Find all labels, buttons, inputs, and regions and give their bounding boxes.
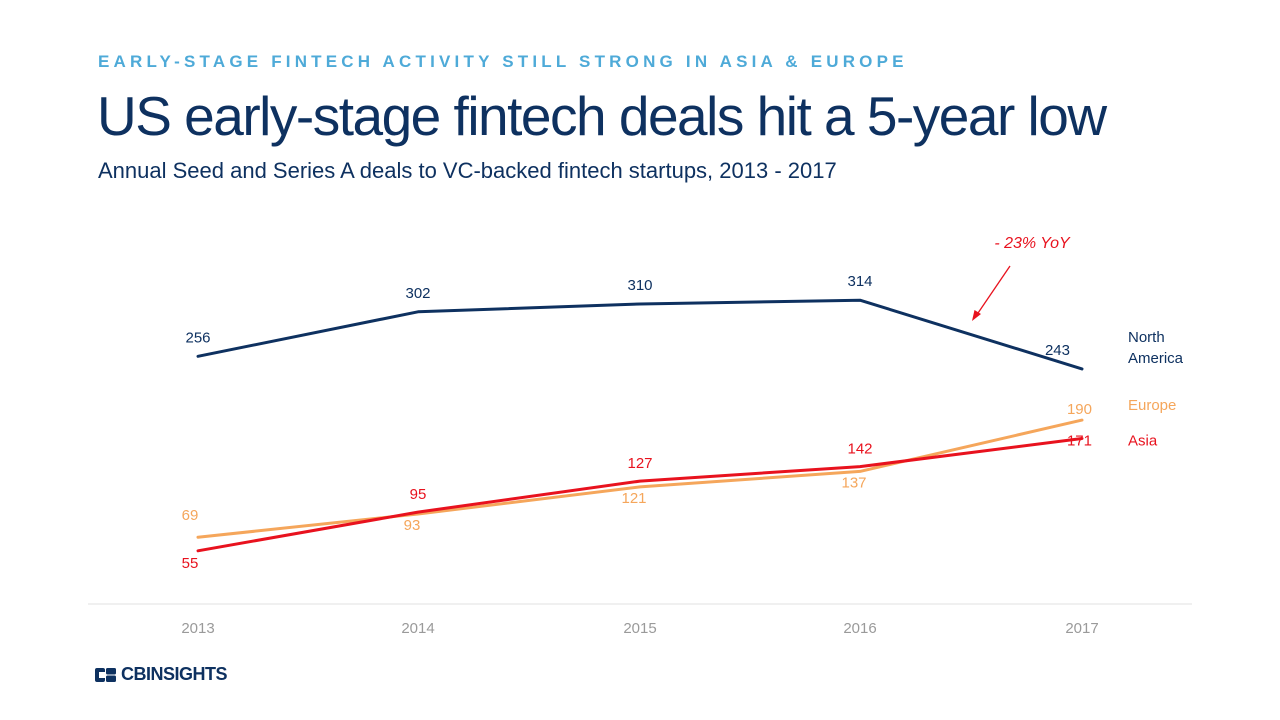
data-label-north-america-2015: 310 bbox=[627, 277, 652, 294]
data-label-asia-2017: 171 bbox=[1067, 433, 1092, 450]
data-label-europe-2013: 69 bbox=[182, 507, 199, 524]
data-label-europe-2014: 93 bbox=[404, 517, 421, 534]
cb-logo-icon bbox=[95, 667, 116, 682]
series-line-north-america bbox=[196, 298, 1084, 371]
series-line-asia bbox=[196, 437, 1084, 553]
data-label-europe-2016: 137 bbox=[841, 474, 866, 491]
x-tick-label-2014: 2014 bbox=[401, 620, 434, 637]
x-tick-label-2013: 2013 bbox=[181, 620, 214, 637]
data-label-north-america-2014: 302 bbox=[405, 285, 430, 302]
x-tick-label-2016: 2016 bbox=[843, 620, 876, 637]
series-label-europe: Europe bbox=[1128, 397, 1176, 414]
brand-name: CBINSIGHTS bbox=[121, 664, 228, 684]
series-label-north-america-line-2: America bbox=[1128, 350, 1184, 367]
annotation-arrow-line bbox=[975, 265, 1011, 317]
annotation-label: - 23% YoY bbox=[994, 235, 1071, 252]
series-label-asia: Asia bbox=[1128, 433, 1158, 450]
data-label-europe-2017: 190 bbox=[1067, 401, 1092, 418]
chart-title: US early-stage fintech deals hit a 5-yea… bbox=[97, 85, 1107, 147]
chart-subtitle: Annual Seed and Series A deals to VC-bac… bbox=[98, 158, 837, 183]
annotation-arrow-head bbox=[972, 310, 981, 321]
data-label-north-america-2017: 243 bbox=[1045, 342, 1070, 359]
x-tick-label-2015: 2015 bbox=[623, 620, 656, 637]
data-label-asia-2014: 95 bbox=[410, 486, 427, 503]
series-line-europe bbox=[196, 418, 1084, 539]
x-tick-label-2017: 2017 bbox=[1065, 620, 1098, 637]
data-label-asia-2016: 142 bbox=[847, 441, 872, 458]
data-label-north-america-2016: 314 bbox=[847, 273, 872, 290]
brand-logo: CBINSIGHTS bbox=[95, 664, 228, 685]
series-label-north-america-line-1: North bbox=[1128, 329, 1165, 346]
data-label-north-america-2013: 256 bbox=[185, 329, 210, 346]
data-label-europe-2015: 121 bbox=[621, 490, 646, 507]
data-label-asia-2015: 127 bbox=[627, 455, 652, 472]
data-label-asia-2013: 55 bbox=[182, 555, 199, 572]
chart-kicker: EARLY-STAGE FINTECH ACTIVITY STILL STRON… bbox=[98, 52, 908, 71]
